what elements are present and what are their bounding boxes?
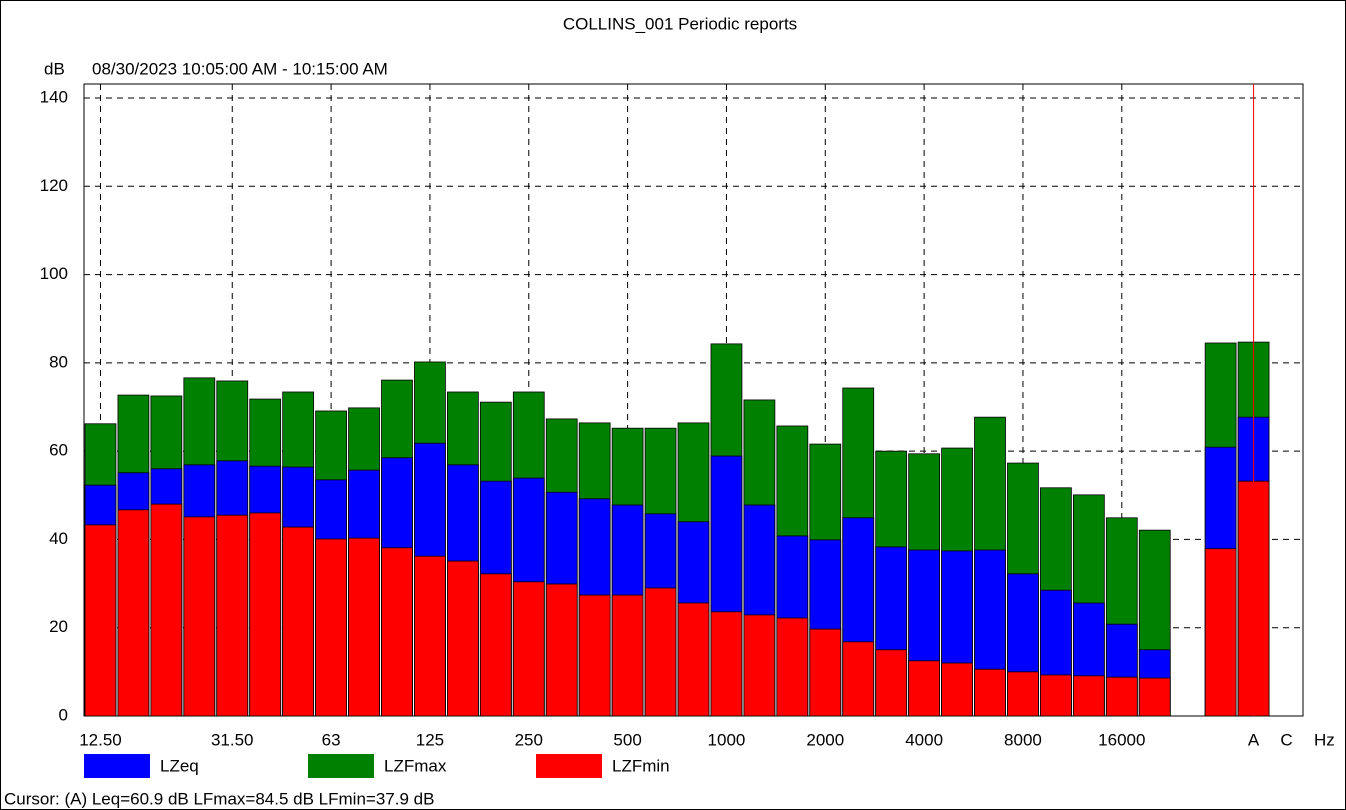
bar [1105, 676, 1138, 717]
x-tick-label: 1000 [708, 730, 746, 749]
x-tick-label: 125 [416, 730, 444, 749]
y-tick-label: 140 [40, 87, 68, 106]
subtitle: 08/30/2023 10:05:00 AM - 10:15:00 AM [92, 59, 388, 78]
bar [677, 602, 710, 717]
x-tick-label: C [1280, 730, 1292, 749]
bar [1138, 677, 1171, 717]
bar [150, 503, 183, 717]
bar [84, 524, 117, 717]
legend-label: LZFmin [612, 756, 670, 775]
bar [479, 573, 512, 717]
x-axis-label: Hz [1314, 730, 1335, 749]
chart-title: COLLINS_001 Periodic reports [563, 14, 797, 33]
cursor-readout: Cursor: (A) Leq=60.9 dB LFmax=84.5 dB LF… [4, 789, 434, 808]
legend-swatch [536, 754, 602, 778]
bar [743, 614, 776, 717]
bar [710, 611, 743, 717]
bar [512, 581, 545, 717]
x-tick-label: A [1248, 730, 1260, 749]
bar [1204, 548, 1237, 717]
y-tick-label: 80 [49, 352, 68, 371]
x-tick-label: 500 [613, 730, 641, 749]
x-tick-label: 4000 [905, 730, 943, 749]
bar [282, 526, 315, 717]
legend-label: LZFmax [384, 756, 447, 775]
bar [908, 660, 940, 717]
y-tick-label: 60 [49, 441, 68, 460]
y-axis-label: dB [44, 59, 65, 78]
y-tick-label: 100 [40, 264, 68, 283]
bar [249, 512, 282, 717]
bar [348, 537, 380, 717]
bar [578, 594, 611, 717]
x-tick-label: 31.50 [211, 730, 254, 749]
legend-swatch [84, 754, 150, 778]
legend-swatch [308, 754, 374, 778]
bar [809, 628, 842, 717]
x-tick-label: 2000 [806, 730, 844, 749]
bar [545, 583, 578, 717]
bar [974, 668, 1006, 717]
bar [776, 617, 809, 717]
y-tick-label: 20 [49, 617, 68, 636]
legend-label: LZeq [160, 756, 199, 775]
bar [414, 555, 446, 717]
bar [941, 662, 973, 717]
x-tick-label: 12.50 [79, 730, 122, 749]
bar [216, 514, 249, 717]
bar [447, 560, 479, 717]
x-tick-label: 63 [322, 730, 341, 749]
bar [875, 649, 908, 717]
bar [1007, 671, 1039, 717]
bar [381, 547, 413, 717]
bar [842, 641, 875, 717]
bar [611, 594, 644, 717]
bar [1040, 674, 1072, 717]
bar [1072, 675, 1105, 717]
y-tick-label: 120 [40, 176, 68, 195]
y-tick-label: 40 [49, 529, 68, 548]
x-tick-label: 250 [515, 730, 543, 749]
bar [644, 587, 677, 717]
bar [183, 516, 216, 717]
x-tick-label: 16000 [1098, 730, 1145, 749]
bar [117, 509, 150, 717]
y-tick-label: 0 [59, 705, 68, 724]
x-tick-label: 8000 [1004, 730, 1042, 749]
bar [315, 538, 347, 717]
